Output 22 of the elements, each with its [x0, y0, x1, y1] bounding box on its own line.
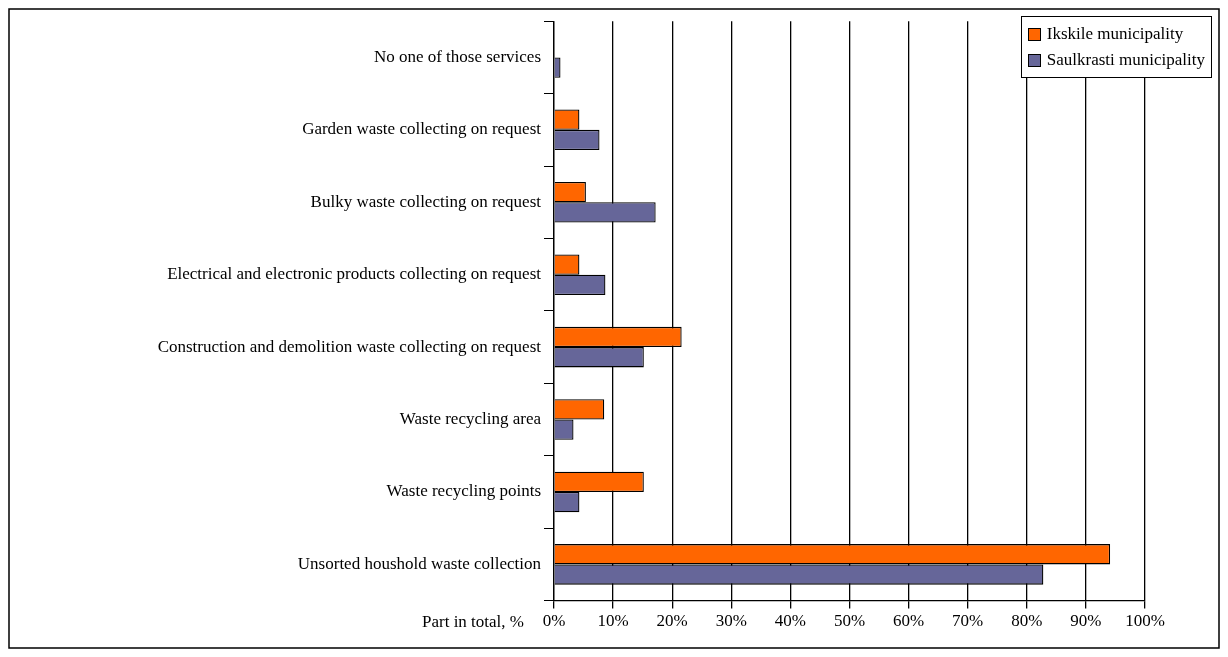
y-tick-label: Waste recycling points — [386, 481, 541, 501]
legend-label: Ikskile municipality — [1046, 24, 1184, 44]
x-tick-label: 30% — [715, 611, 747, 631]
x-tick-label: 50% — [833, 611, 866, 631]
x-tick-label: 0% — [542, 611, 566, 631]
y-tick-label: Unsorted houshold waste collection — [297, 553, 542, 573]
x-axis-title: Part in total, % — [422, 612, 524, 632]
y-tick-label: Waste recycling area — [399, 409, 542, 429]
x-tick-label: 60% — [893, 611, 925, 631]
x-tick-label: 80% — [1011, 611, 1043, 631]
x-tick-label: 90% — [1070, 611, 1102, 631]
x-tick-label: 70% — [952, 611, 984, 631]
y-tick-label: Construction and demolition waste collecting on request — [157, 336, 542, 356]
x-tick-label: 10% — [597, 611, 629, 631]
x-tick-label: 100% — [1125, 611, 1165, 631]
x-tick-label: 20% — [656, 611, 688, 631]
y-tick-label: Electrical and electronic products collecting on request — [167, 264, 542, 284]
legend-label: Saulkrasti municipality — [1046, 50, 1205, 70]
y-tick-label: No one of those services — [373, 46, 541, 66]
y-tick-label: Bulky waste collecting on request — [310, 191, 542, 211]
x-tick-label: 40% — [774, 611, 806, 631]
y-tick-label: Garden waste collecting on request — [302, 119, 542, 139]
